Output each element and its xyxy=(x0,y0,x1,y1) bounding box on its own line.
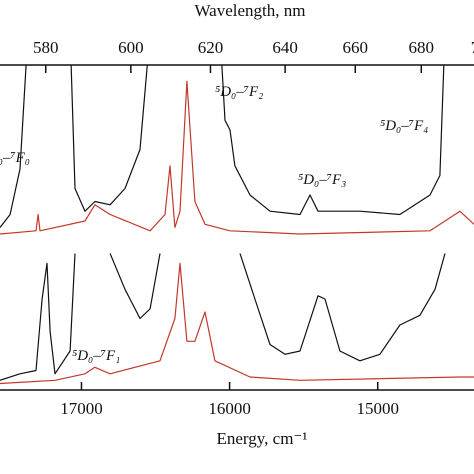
x2-tick-label: 700 xyxy=(471,38,474,57)
annotation: ⁵D₀–⁷F₂ xyxy=(215,84,263,100)
x2-tick-label: 600 xyxy=(118,38,144,57)
x-tick-label: 16000 xyxy=(208,399,251,418)
x-label: Energy, cm⁻¹ xyxy=(216,429,307,448)
x2-tick-label: 660 xyxy=(343,38,369,57)
annotation: ⁵D₀–⁷F₃ xyxy=(298,172,346,188)
spectrum-line xyxy=(0,262,474,385)
annotation: ⁵D₀–⁷F₀ xyxy=(0,150,30,166)
x2-tick-label: 680 xyxy=(409,38,435,57)
plot-area xyxy=(0,65,474,385)
spectrum-line xyxy=(0,253,446,381)
x-tick-label: 15000 xyxy=(356,399,399,418)
x2-tick-label: 580 xyxy=(33,38,59,57)
x2-tick-label: 620 xyxy=(198,38,224,57)
x-tick-label: 17000 xyxy=(60,399,103,418)
spectrum-line xyxy=(0,65,445,228)
x2-tick-label: 640 xyxy=(272,38,298,57)
spectrum-line xyxy=(0,80,474,235)
annotation: ⁵D₀–⁷F₁ xyxy=(72,348,120,364)
x2-label: Wavelength, nm xyxy=(195,1,306,20)
annotation: ⁵D₀–⁷F₄ xyxy=(380,118,428,134)
